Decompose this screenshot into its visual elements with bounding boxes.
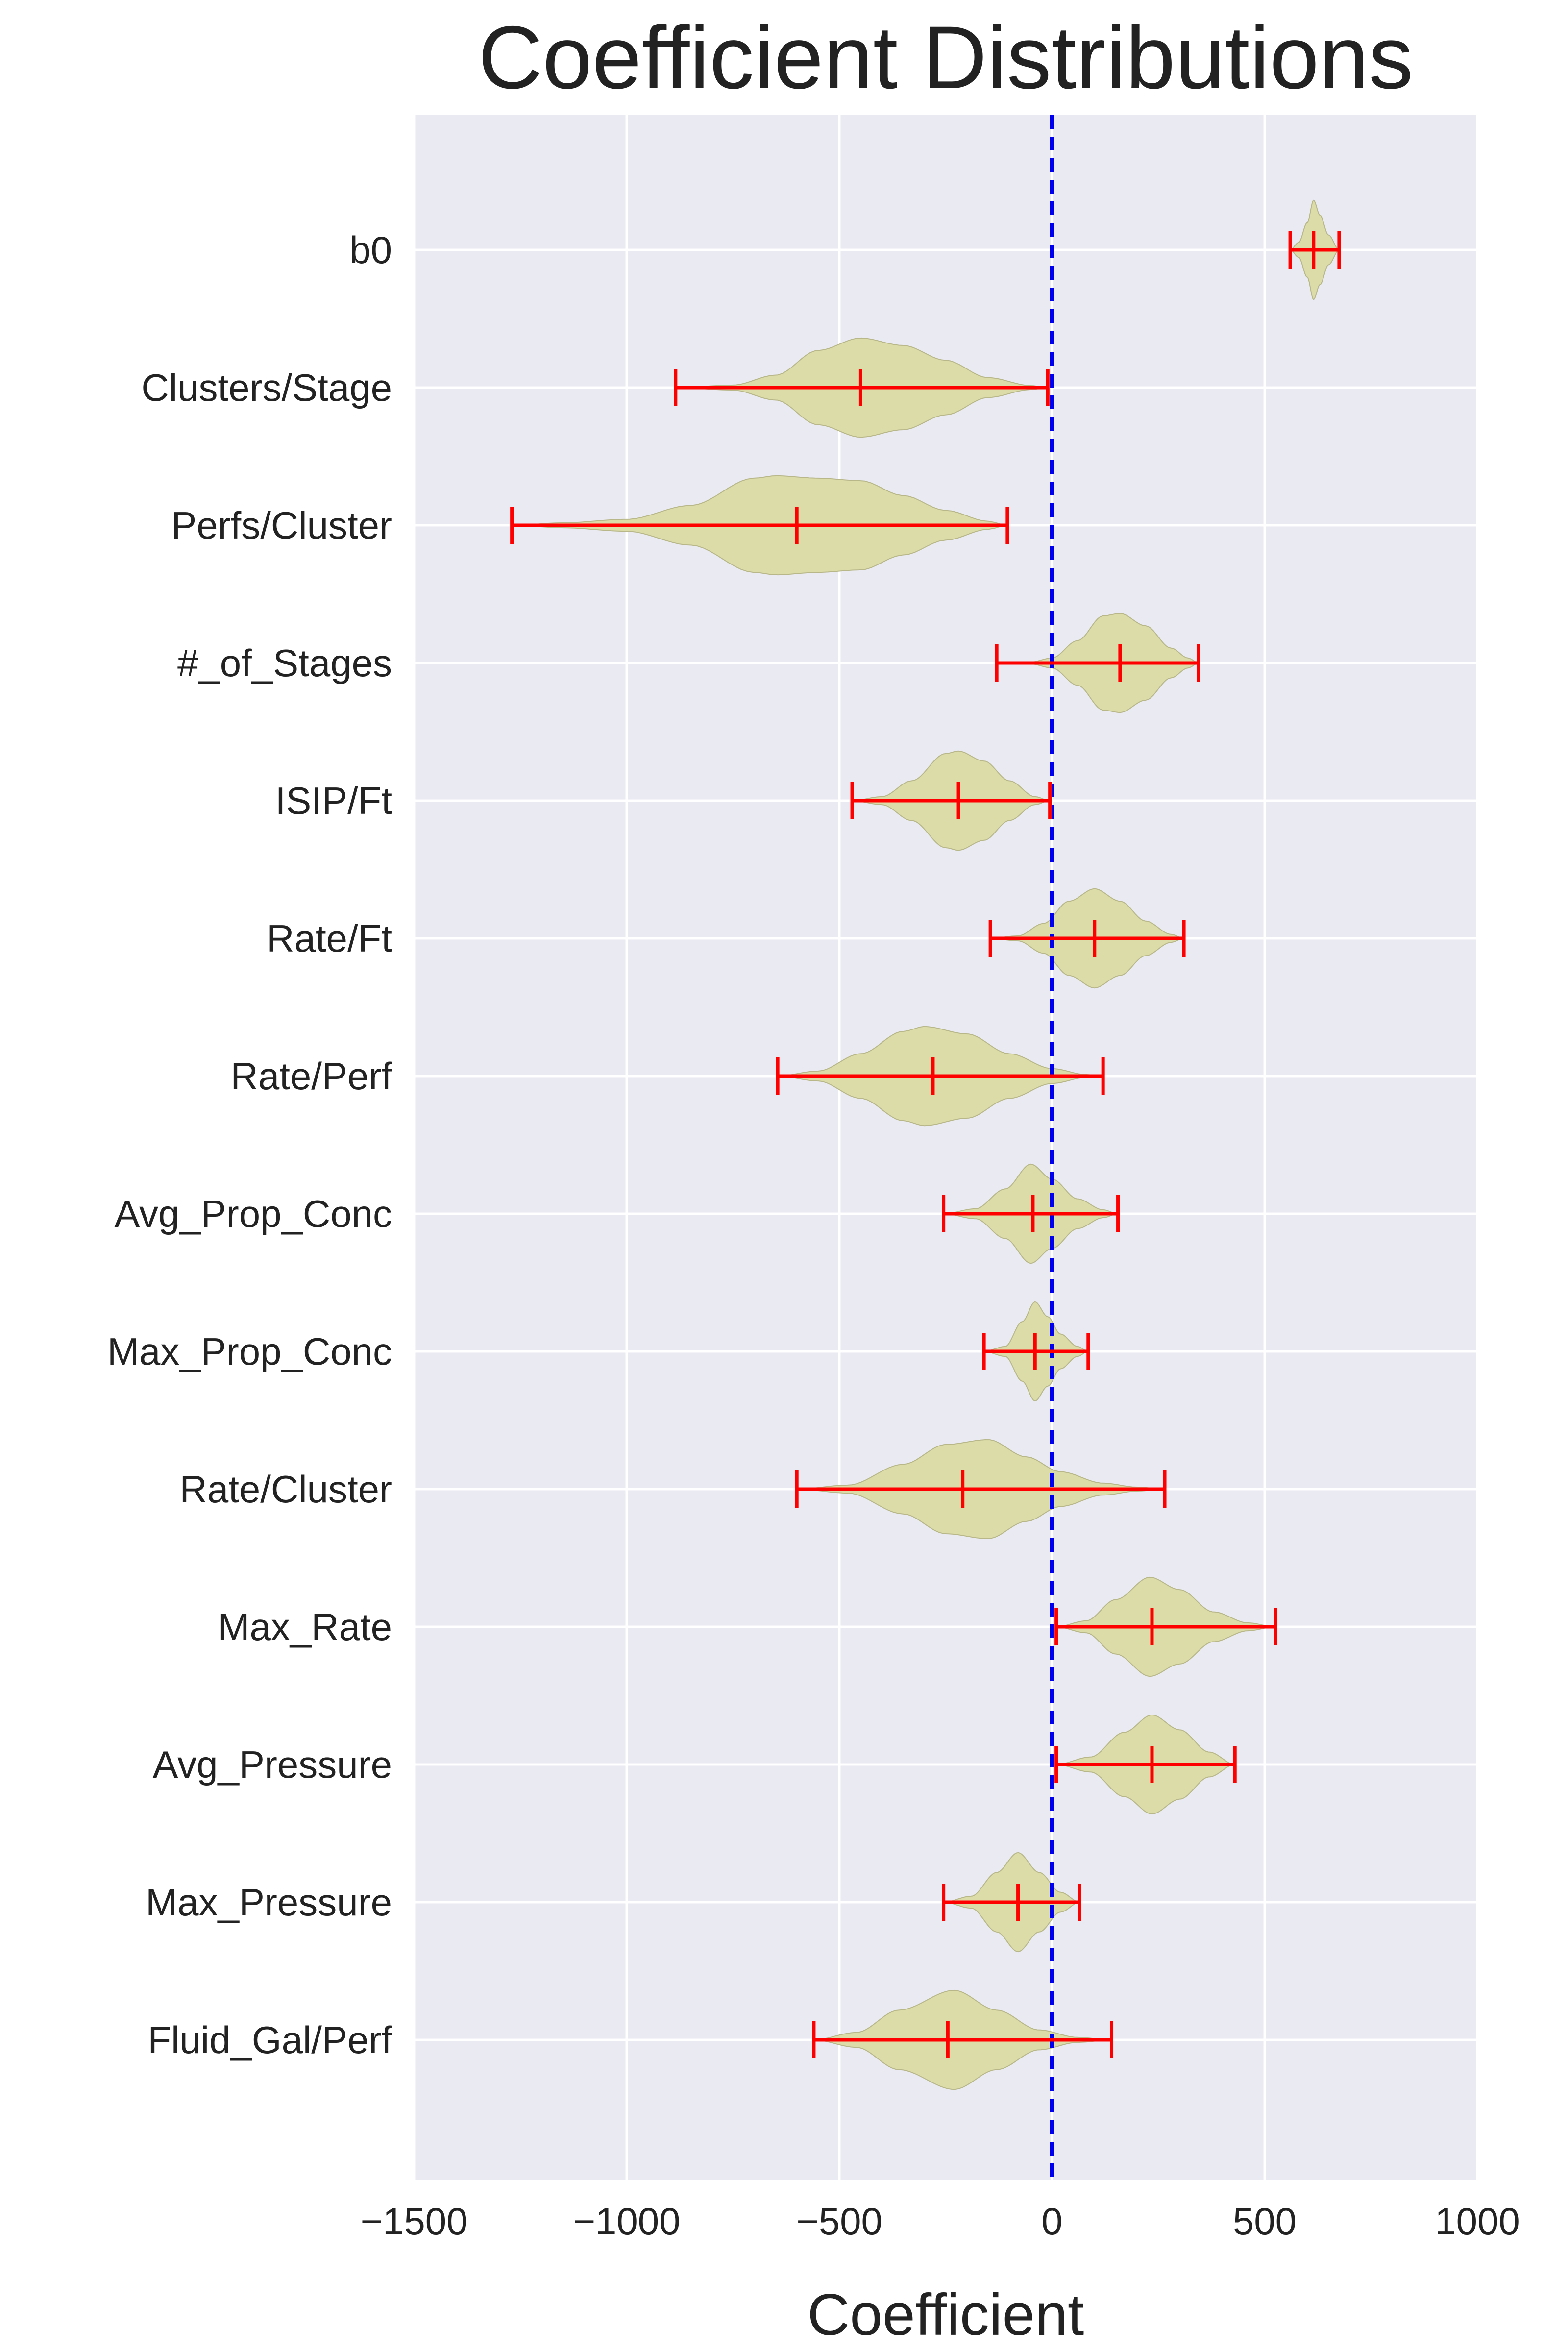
y-tick-label: Perfs/Cluster <box>171 504 392 547</box>
y-tick-label: Rate/Perf <box>231 1054 392 1098</box>
interval-8 <box>942 1195 1120 1232</box>
interval-7 <box>776 1057 1105 1095</box>
x-tick-label: 0 <box>1041 2200 1062 2243</box>
interval-3 <box>510 507 1009 544</box>
interval-1 <box>1288 231 1341 269</box>
interval-layer <box>510 231 1341 2058</box>
interval-13 <box>942 1884 1081 1921</box>
plot-background <box>414 115 1477 2180</box>
interval-2 <box>674 369 1050 406</box>
y-tick-label: Max_Prop_Conc <box>107 1330 392 1373</box>
y-tick-labels: b0 Clusters/Stage Perfs/Cluster #_of_Stages… <box>107 228 392 2061</box>
x-tick-label: −1500 <box>360 2200 467 2243</box>
x-axis-label: Coefficient <box>808 2282 1084 2348</box>
chart-title: Coefficient Distributions <box>478 7 1414 107</box>
y-tick-label: #_of_Stages <box>177 641 392 685</box>
y-tick-label: Avg_Prop_Conc <box>114 1192 392 1235</box>
interval-14 <box>812 2021 1114 2058</box>
x-tick-label: −1000 <box>573 2200 680 2243</box>
y-tick-label: Rate/Cluster <box>180 1468 392 1511</box>
x-tick-label: 1000 <box>1435 2200 1520 2243</box>
interval-9 <box>982 1333 1090 1370</box>
x-tick-labels: −1500 −1000 −500 0 500 1000 <box>360 2200 1519 2243</box>
interval-11 <box>1054 1608 1277 1645</box>
interval-5 <box>850 782 1052 819</box>
y-tick-label: Max_Rate <box>218 1605 392 1648</box>
y-tick-label: Fluid_Gal/Perf <box>147 2018 392 2061</box>
interval-12 <box>1054 1746 1237 1783</box>
interval-6 <box>988 920 1186 957</box>
interval-4 <box>995 644 1200 682</box>
x-tick-label: −500 <box>796 2200 882 2243</box>
x-tick-label: 500 <box>1233 2200 1297 2243</box>
y-tick-label: ISIP/Ft <box>275 779 392 822</box>
y-tick-label: Max_Pressure <box>146 1881 392 1924</box>
y-tick-label: b0 <box>349 228 392 271</box>
y-tick-label: Rate/Ft <box>267 917 392 960</box>
y-tick-label: Avg_Pressure <box>153 1743 392 1786</box>
interval-10 <box>795 1470 1167 1508</box>
y-tick-label: Clusters/Stage <box>141 366 392 409</box>
